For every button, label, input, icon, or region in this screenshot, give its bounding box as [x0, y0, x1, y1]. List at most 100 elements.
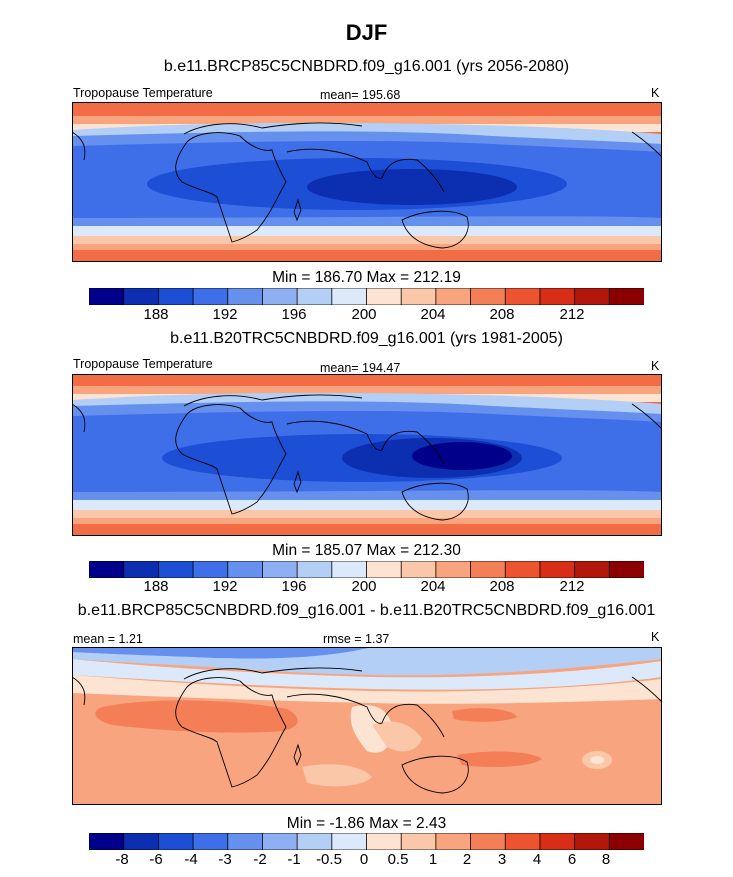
colorbar-2-swatch-5: [262, 561, 298, 578]
colorbar-2-swatch-2: [157, 561, 194, 578]
cbar-3-tick-3: -3: [218, 851, 232, 868]
cold-core-3: [412, 442, 512, 470]
coast-asia: [286, 693, 445, 738]
panel-3-colorbar: [89, 833, 644, 850]
colorbar-3-swatch-2: [157, 833, 194, 850]
panel-3-subtitle: b.e11.BRCP85C5CNBDRD.f09_g16.001 - b.e11…: [77, 602, 656, 619]
colorbar-3-swatch-8: [366, 833, 402, 850]
cbar-2-tick-1: 192: [212, 578, 238, 595]
cbar-2-tick-6: 212: [559, 578, 585, 595]
panel-1-minmax: Min = 186.70 Max = 212.19: [272, 269, 461, 286]
colorbar-2-swatch-11: [470, 561, 506, 578]
colorbar-1-swatch-5: [262, 288, 298, 305]
panel-2-units-label: K: [651, 359, 660, 373]
colorbar-1-swatch-10: [435, 288, 472, 305]
colorbar-1-swatch-12: [504, 288, 541, 305]
warm-patch-1: [95, 700, 298, 733]
band-south-1: [72, 516, 662, 524]
coast-australia: [401, 210, 469, 249]
band-north-1: [72, 386, 662, 396]
cbar-3-tick-7: 0: [359, 851, 369, 868]
colorbar-2-swatch-12: [504, 561, 541, 578]
panel-3-minmax: Min = -1.86 Max = 2.43: [286, 815, 447, 832]
panel-2-map: [72, 374, 662, 536]
colorbar-1-swatch-15: [608, 288, 644, 305]
coast-africa: [175, 677, 287, 788]
colorbar-1-swatch-1: [123, 288, 160, 305]
colorbar-3-swatch-7: [331, 833, 368, 850]
figure-title: DJF: [345, 20, 388, 45]
colorbar-2-swatch-3: [192, 561, 229, 578]
colorbar-1-swatch-14: [574, 288, 611, 305]
cbar-3-tick-11: 3: [497, 851, 507, 868]
cbar-3-tick-8: 0.5: [387, 851, 409, 868]
coastlines: [72, 122, 662, 249]
cbar-3-tick-6: -0.5: [316, 851, 342, 868]
coast-australia: [401, 482, 469, 521]
panel-1-mean-label: mean= 195.68: [320, 88, 401, 102]
coast-asia: [286, 148, 445, 193]
cbar-3-tick-5: -1: [287, 851, 301, 868]
cbar-3-tick-13: 6: [567, 851, 577, 868]
coast-europe: [183, 122, 363, 135]
colorbar-1-swatch-8: [366, 288, 402, 305]
colorbar-1-swatch-2: [157, 288, 194, 305]
coast-africa: [175, 132, 287, 243]
panel-2-minmax: Min = 185.07 Max = 212.30: [272, 542, 461, 559]
cbar-1-tick-2: 196: [281, 306, 307, 323]
small-band: [72, 659, 662, 690]
cbar-1-tick-0: 188: [143, 306, 169, 323]
colorbar-2-swatch-10: [435, 561, 472, 578]
panel-3-units-label: K: [651, 630, 660, 644]
colorbar-2-swatch-15: [608, 561, 644, 578]
colorbar-3-swatch-14: [574, 833, 611, 850]
warm-patch-2: [457, 751, 542, 767]
cbar-3-tick-4: -2: [253, 851, 267, 868]
neg-core: [72, 647, 372, 659]
coastlines: [72, 394, 662, 521]
cbar-3-tick-0: -8: [115, 851, 129, 868]
panel-3-mean-label: mean = 1.21: [73, 632, 143, 646]
colorbar-1-swatch-7: [331, 288, 368, 305]
cbar-1-tick-5: 208: [489, 306, 515, 323]
cbar-1-tick-4: 204: [420, 306, 446, 323]
colorbar-2-swatch-4: [227, 561, 264, 578]
panel-2-variable-label: Tropopause Temperature: [73, 357, 213, 371]
cbar-3-tick-1: -6: [149, 851, 163, 868]
colorbar-1-swatch-6: [296, 288, 333, 305]
coast-madagascar: [293, 470, 302, 494]
cbar-1-tick-3: 200: [351, 306, 377, 323]
coast-africa: [175, 404, 287, 515]
band-south-1: [72, 242, 662, 250]
colorbar-1-swatch-11: [470, 288, 506, 305]
coast-australia: [401, 755, 469, 794]
light-patch-3: [302, 764, 372, 787]
panel-2-subtitle: b.e11.B20TRC5CNBDRD.f09_g16.001 (yrs 198…: [170, 330, 563, 347]
colorbar-3-swatch-1: [123, 833, 160, 850]
colorbar-2-swatch-8: [366, 561, 402, 578]
colorbar-3-swatch-5: [262, 833, 298, 850]
band-south-3: [72, 226, 662, 236]
panel-1-units-label: K: [651, 86, 660, 100]
colorbar-3-swatch-4: [227, 833, 264, 850]
light-patch-1: [350, 705, 393, 753]
colorbar-3-swatch-10: [435, 833, 472, 850]
cold-core-2: [307, 169, 517, 205]
panel-1-colorbar: [89, 288, 644, 305]
colorbar-3-swatch-12: [504, 833, 541, 850]
cool-spot-core: [590, 756, 604, 764]
band-south-3: [72, 500, 662, 510]
colorbar-2-swatch-14: [574, 561, 611, 578]
colorbar-3-swatch-9: [400, 833, 437, 850]
band-south-2: [72, 508, 662, 518]
cbar-2-tick-5: 208: [489, 578, 515, 595]
panel-2-mean-label: mean= 194.47: [320, 361, 401, 375]
band-north-1: [72, 116, 662, 126]
coast-madagascar: [293, 198, 302, 222]
colorbar-3-swatch-15: [608, 833, 644, 850]
band-south-2: [72, 234, 662, 244]
light-band: [72, 675, 662, 704]
cbar-2-tick-3: 200: [351, 578, 377, 595]
colorbar-3-swatch-11: [470, 833, 506, 850]
colorbar-1-swatch-4: [227, 288, 264, 305]
